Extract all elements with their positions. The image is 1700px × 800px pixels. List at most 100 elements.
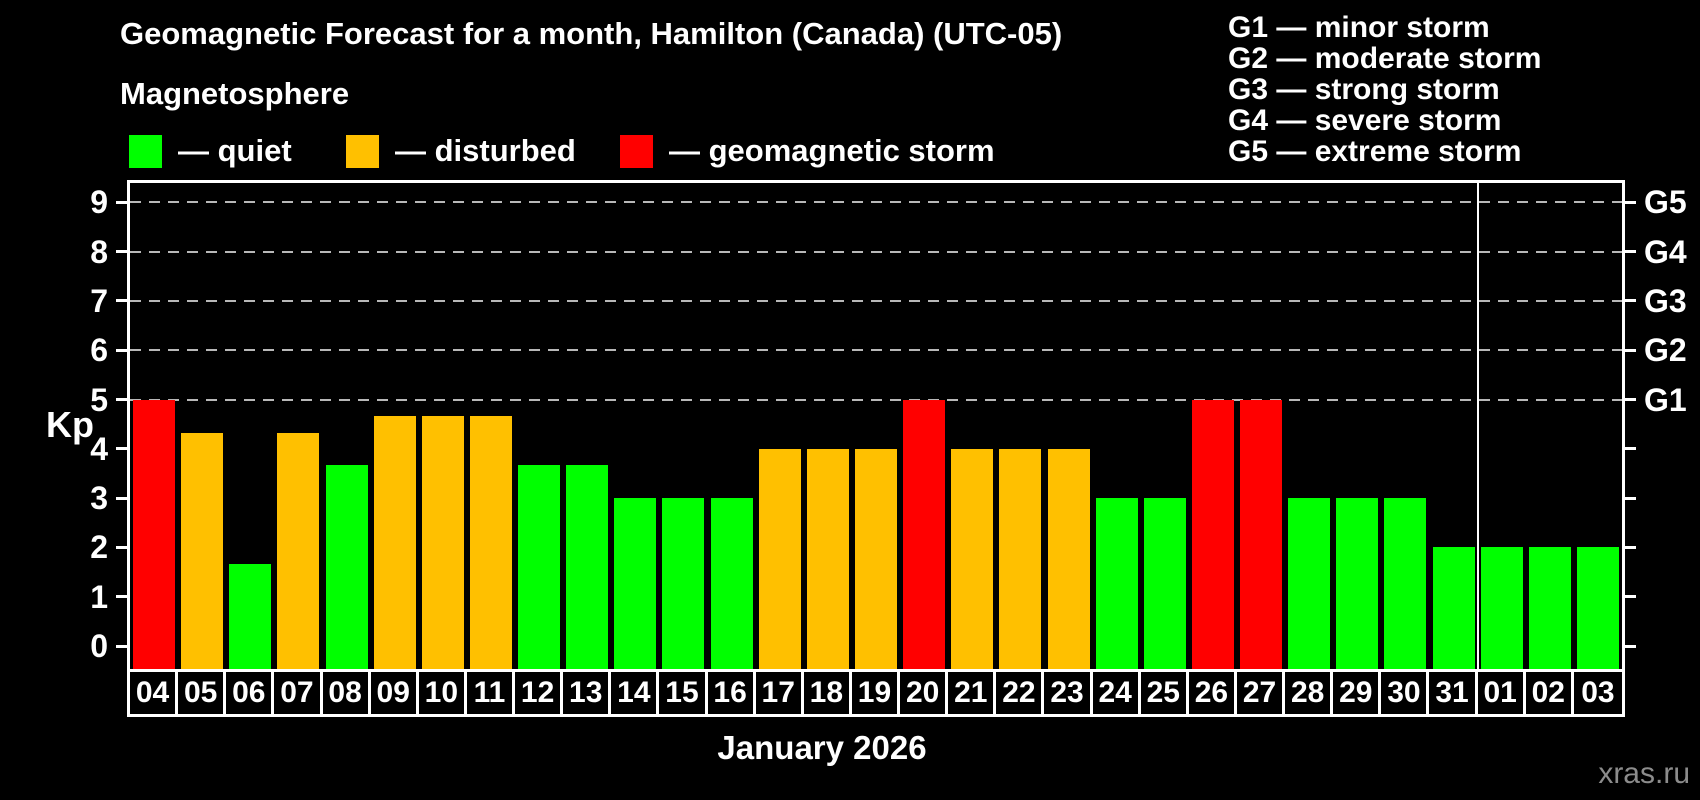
y-tick-label-2: 2 xyxy=(90,529,108,566)
bar-day-18 xyxy=(806,448,849,669)
bar-day-13 xyxy=(566,465,609,669)
y-tick-7 xyxy=(116,299,130,303)
quiet-swatch xyxy=(129,134,162,168)
legend-item-label: — geomagnetic storm xyxy=(669,133,995,168)
month-separator-line xyxy=(1476,183,1479,669)
bar-day-15 xyxy=(662,498,705,669)
legend-item-label: — quiet xyxy=(178,133,292,168)
bar-day-28 xyxy=(1288,498,1331,669)
g-scale-label-g1: G1 xyxy=(1644,381,1687,418)
bar-day-21 xyxy=(951,448,994,669)
day-cell-15: 15 xyxy=(659,672,708,714)
day-cell-13: 13 xyxy=(563,672,612,714)
day-cell-09: 09 xyxy=(371,672,419,714)
bar-day-02 xyxy=(1528,547,1571,669)
gridline-kp-5 xyxy=(130,398,1622,401)
g-scale-legend: G1 — minor storm G2 — moderate storm G3 … xyxy=(1228,12,1541,167)
storm-swatch xyxy=(620,134,653,168)
day-cell-16: 16 xyxy=(708,672,756,714)
day-cell-01: 01 xyxy=(1478,672,1526,714)
g-scale-label-g2: G2 xyxy=(1644,332,1687,369)
bar-day-25 xyxy=(1143,498,1186,669)
y-tick-label-1: 1 xyxy=(90,578,108,615)
y-tick-5 xyxy=(116,398,130,401)
day-cell-11: 11 xyxy=(467,672,516,714)
bar-day-24 xyxy=(1095,498,1138,669)
legend-heading: Magnetosphere xyxy=(120,76,350,111)
day-cell-20: 20 xyxy=(900,672,949,714)
g-legend-line-g5: G5 — extreme storm xyxy=(1228,135,1522,168)
y-tick-8 xyxy=(116,250,130,254)
day-cell-30: 30 xyxy=(1381,672,1430,714)
bar-day-29 xyxy=(1336,498,1379,669)
right-tick-8 xyxy=(1622,250,1636,254)
day-cell-27: 27 xyxy=(1237,672,1286,714)
bar-day-19 xyxy=(855,448,897,669)
bar-day-06 xyxy=(229,563,272,669)
bar-day-01 xyxy=(1480,547,1523,669)
g-legend-line-g4: G4 — severe storm xyxy=(1228,104,1502,137)
day-cell-03: 03 xyxy=(1581,676,1615,709)
bar-day-31 xyxy=(1432,547,1475,669)
bar-day-08 xyxy=(325,465,368,669)
right-tick-6 xyxy=(1622,348,1636,352)
g-legend-line-g1: G1 — minor storm xyxy=(1228,11,1490,44)
bar-day-11 xyxy=(469,415,512,669)
y-tick-0 xyxy=(116,644,130,648)
day-cell-05: 05 xyxy=(178,672,227,714)
day-cell-02: 02 xyxy=(1526,672,1574,714)
bar-day-30 xyxy=(1384,498,1427,669)
y-tick-1 xyxy=(116,595,130,599)
y-tick-4 xyxy=(116,447,130,451)
day-cell-21: 21 xyxy=(948,672,997,714)
y-tick-label-6: 6 xyxy=(90,332,108,369)
bar-day-20 xyxy=(903,399,946,669)
right-tick-4 xyxy=(1622,447,1636,451)
gridline-kp-6 xyxy=(130,349,1622,352)
day-cell-14: 14 xyxy=(611,672,660,714)
disturbed-swatch xyxy=(346,134,379,168)
g-scale-label-g4: G4 xyxy=(1644,233,1687,270)
bar-day-22 xyxy=(999,448,1042,669)
y-tick-label-3: 3 xyxy=(90,480,108,517)
x-axis-title: January 2026 xyxy=(717,729,927,766)
legend-item-disturbed: — disturbed xyxy=(346,131,576,171)
day-cell-19: 19 xyxy=(852,672,901,714)
right-tick-9 xyxy=(1622,200,1636,204)
day-cell-08: 08 xyxy=(323,672,371,714)
bar-day-16 xyxy=(710,498,753,669)
g-legend-line-g2: G2 — moderate storm xyxy=(1228,42,1542,75)
day-cell-25: 25 xyxy=(1141,672,1189,714)
bar-day-14 xyxy=(614,498,657,669)
day-cell-31: 31 xyxy=(1429,672,1478,714)
y-tick-6 xyxy=(116,348,130,352)
day-cell-24: 24 xyxy=(1093,672,1141,714)
y-tick-label-9: 9 xyxy=(90,184,108,221)
y-tick-label-7: 7 xyxy=(90,282,108,319)
y-tick-label-4: 4 xyxy=(90,430,108,467)
right-tick-3 xyxy=(1622,496,1636,500)
y-tick-3 xyxy=(116,496,130,500)
right-tick-0 xyxy=(1622,644,1636,648)
bar-day-05 xyxy=(181,432,224,669)
legend-item-quiet: — quiet xyxy=(129,131,292,171)
gridline-kp-9 xyxy=(130,201,1622,204)
day-cell-06: 06 xyxy=(226,672,275,714)
legend-item-label: — disturbed xyxy=(395,133,576,168)
bar-day-17 xyxy=(758,448,801,669)
bar-day-09 xyxy=(373,415,416,669)
plot-area xyxy=(130,183,1622,669)
day-cell-17: 17 xyxy=(756,672,804,714)
right-tick-1 xyxy=(1622,595,1636,599)
day-cell-23: 23 xyxy=(1044,672,1093,714)
y-tick-label-0: 0 xyxy=(90,628,108,664)
day-cell-26: 26 xyxy=(1189,672,1237,714)
bar-day-23 xyxy=(1047,448,1090,669)
day-cell-18: 18 xyxy=(804,672,852,714)
page-title: Geomagnetic Forecast for a month, Hamilt… xyxy=(120,16,1063,51)
watermark: xras.ru xyxy=(1598,757,1690,790)
right-tick-5 xyxy=(1622,398,1636,401)
day-cell-12: 12 xyxy=(515,672,564,714)
g-legend-line-g3: G3 — strong storm xyxy=(1228,73,1500,106)
